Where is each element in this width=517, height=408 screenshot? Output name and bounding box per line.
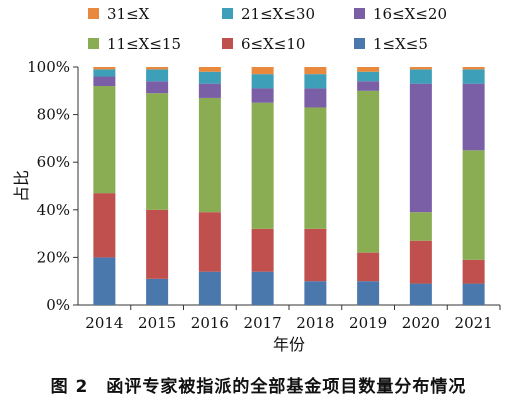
- bar-segment: [198, 67, 221, 72]
- y-tick-label: 80%: [37, 106, 70, 124]
- bar-segment: [304, 281, 327, 305]
- figure-title: 函评专家被指派的全部基金项目数量分布情况: [106, 377, 467, 397]
- legend-swatch: [222, 38, 233, 49]
- x-tick-label: 2015: [138, 314, 176, 332]
- stacked-bar-chart: 0% 20% 40% 60% 80% 100% 2014 2015 2016 2017 2018 20…: [12, 5, 501, 354]
- bar-segment: [357, 252, 380, 282]
- bar-segment: [198, 97, 221, 213]
- bar-segment: [409, 83, 432, 213]
- bar-segment: [409, 67, 432, 70]
- bar-segment: [304, 74, 327, 89]
- bar-segment: [93, 257, 116, 305]
- legend-label: 21≤X≤30: [241, 5, 315, 23]
- bar-segment: [93, 86, 116, 194]
- legend-swatch: [222, 8, 233, 19]
- legend-label: 31≤X: [107, 5, 150, 23]
- bar-segment: [251, 271, 274, 305]
- x-tick-label: 2021: [455, 314, 493, 332]
- legend-swatch: [354, 38, 365, 49]
- bar-segment: [462, 259, 485, 284]
- bar-segment: [462, 69, 485, 84]
- bar-segment: [93, 76, 116, 87]
- y-tick-label: 20%: [37, 248, 70, 266]
- bar-segment: [198, 83, 221, 98]
- bar-segment: [357, 281, 380, 305]
- bar-segment: [357, 67, 380, 72]
- x-tick-label: 2020: [402, 314, 440, 332]
- legend-label: 1≤X≤5: [373, 35, 428, 53]
- y-tick-label: 60%: [37, 153, 70, 171]
- x-axis-title: 年份: [273, 335, 305, 354]
- bar-segment: [146, 67, 169, 70]
- bar-segment: [304, 228, 327, 282]
- bar-segment: [304, 107, 327, 229]
- legend-swatch: [354, 8, 365, 19]
- bar-segment: [409, 240, 432, 284]
- bar-segment: [357, 81, 380, 91]
- y-axis-title: 占比: [12, 170, 31, 202]
- legend-label: 6≤X≤10: [241, 35, 305, 53]
- bar-segment: [251, 228, 274, 272]
- bar-segment: [304, 67, 327, 75]
- bar-segment: [409, 212, 432, 241]
- bar-segment: [93, 67, 116, 70]
- bar-segment: [462, 67, 485, 70]
- bar-segment: [198, 212, 221, 272]
- legend-label: 16≤X≤20: [373, 5, 447, 23]
- bar-segment: [198, 71, 221, 84]
- legend-swatch: [88, 38, 99, 49]
- figure-caption: 图 2 函评专家被指派的全部基金项目数量分布情况: [0, 372, 517, 397]
- bar-segment: [146, 69, 169, 82]
- x-tick-label: 2017: [244, 314, 282, 332]
- bar-segment: [304, 88, 327, 108]
- y-tick-label: 100%: [27, 58, 70, 76]
- bar-segment: [146, 93, 169, 210]
- bar-segment: [251, 88, 274, 103]
- bar-segment: [93, 193, 116, 258]
- legend-label: 11≤X≤15: [107, 35, 181, 53]
- figure-number: 图 2: [50, 377, 89, 397]
- bar-segment: [251, 102, 274, 229]
- x-tick-label: 2019: [349, 314, 387, 332]
- bar-segment: [462, 83, 485, 151]
- x-tick-label: 2018: [296, 314, 334, 332]
- bar-segment: [146, 209, 169, 279]
- bar-segment: [409, 69, 432, 84]
- bar-segment: [357, 90, 380, 253]
- bar-segment: [251, 67, 274, 75]
- y-tick-label: 0%: [46, 296, 70, 314]
- legend-swatch: [88, 8, 99, 19]
- bar-segment: [357, 71, 380, 82]
- bar-segment: [146, 278, 169, 305]
- bar-segment: [462, 150, 485, 260]
- bar-segment: [409, 283, 432, 305]
- bar-segment: [93, 69, 116, 77]
- bar-segment: [251, 74, 274, 89]
- bar-segment: [198, 271, 221, 305]
- bar-segment: [462, 283, 485, 305]
- y-tick-label: 40%: [37, 201, 70, 219]
- bar-segment: [146, 81, 169, 94]
- x-tick-label: 2016: [191, 314, 229, 332]
- x-tick-label: 2014: [85, 314, 123, 332]
